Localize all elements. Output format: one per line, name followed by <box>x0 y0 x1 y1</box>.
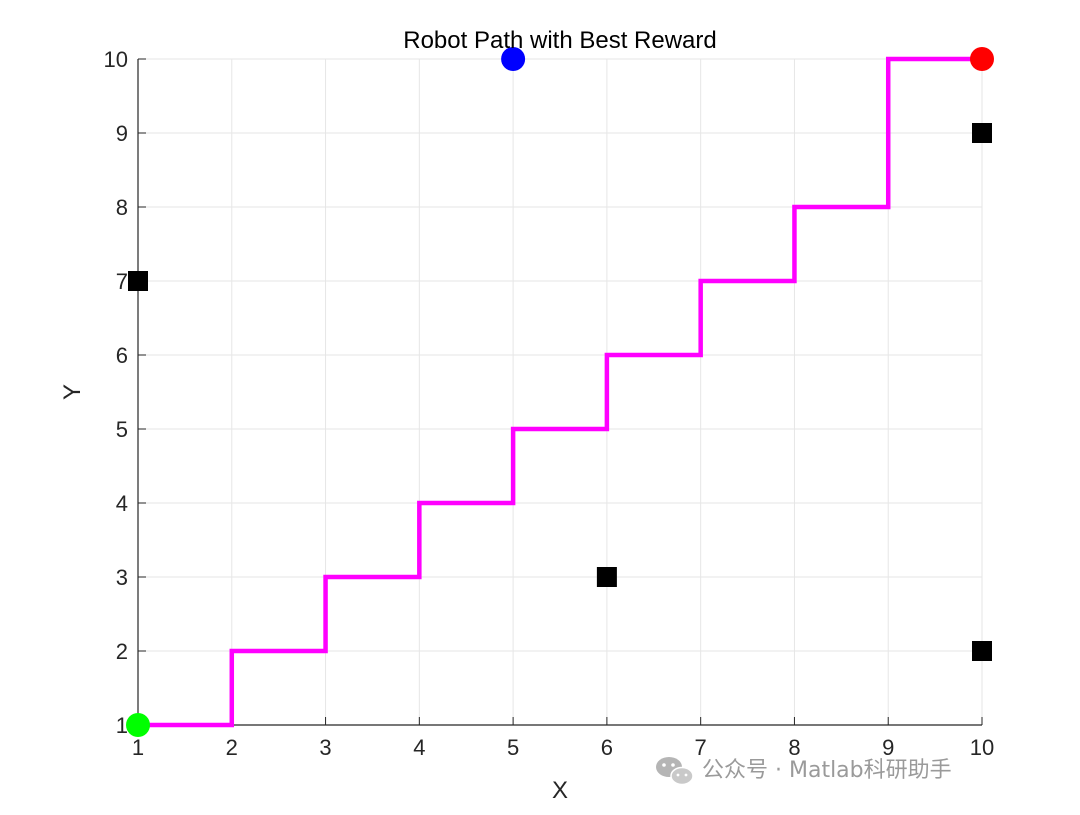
y-tick-label: 10 <box>104 47 128 72</box>
robot-path-line <box>138 56 982 728</box>
y-tick-label: 9 <box>116 121 128 146</box>
x-tick-label: 10 <box>970 735 994 760</box>
y-tick-label: 4 <box>116 491 128 516</box>
x-tick-label: 6 <box>601 735 613 760</box>
watermark-text: 公众号 · Matlab科研助手 <box>702 758 952 783</box>
y-tick-label: 3 <box>116 565 128 590</box>
x-tick-label: 4 <box>413 735 425 760</box>
y-axis-label: Y <box>59 384 86 400</box>
x-tick-label: 1 <box>132 735 144 760</box>
x-tick-label: 9 <box>882 735 894 760</box>
wechat-icon <box>656 757 694 786</box>
y-tick-label: 8 <box>116 195 128 220</box>
obstacle-marker <box>596 567 617 587</box>
obstacle-marker <box>972 641 992 661</box>
x-tick-label: 7 <box>695 735 707 760</box>
reward-marker <box>501 47 526 71</box>
start-marker <box>126 713 150 737</box>
y-tick-label: 6 <box>116 343 128 368</box>
watermark: 公众号 · Matlab科研助手 <box>656 757 952 786</box>
y-tick-label: 1 <box>116 713 128 738</box>
tick-labels: 1 2 3 4 5 6 7 8 9 10 1 2 3 4 5 6 7 8 9 10 <box>104 47 995 760</box>
y-tick-label: 5 <box>116 417 128 442</box>
x-tick-label: 2 <box>226 735 238 760</box>
x-axis-label: X <box>552 777 568 804</box>
obstacle-marker <box>128 271 148 291</box>
x-tick-label: 5 <box>507 735 519 760</box>
data-layer <box>126 47 994 737</box>
y-tick-label: 2 <box>116 639 128 664</box>
grid <box>137 58 983 726</box>
x-tick-label: 3 <box>319 735 331 760</box>
goal-marker <box>970 47 994 71</box>
axes <box>137 58 983 726</box>
y-tick-label: 7 <box>116 269 128 294</box>
chart-title: Robot Path with Best Reward <box>403 27 717 54</box>
obstacle-marker <box>972 123 992 143</box>
x-tick-label: 8 <box>788 735 800 760</box>
